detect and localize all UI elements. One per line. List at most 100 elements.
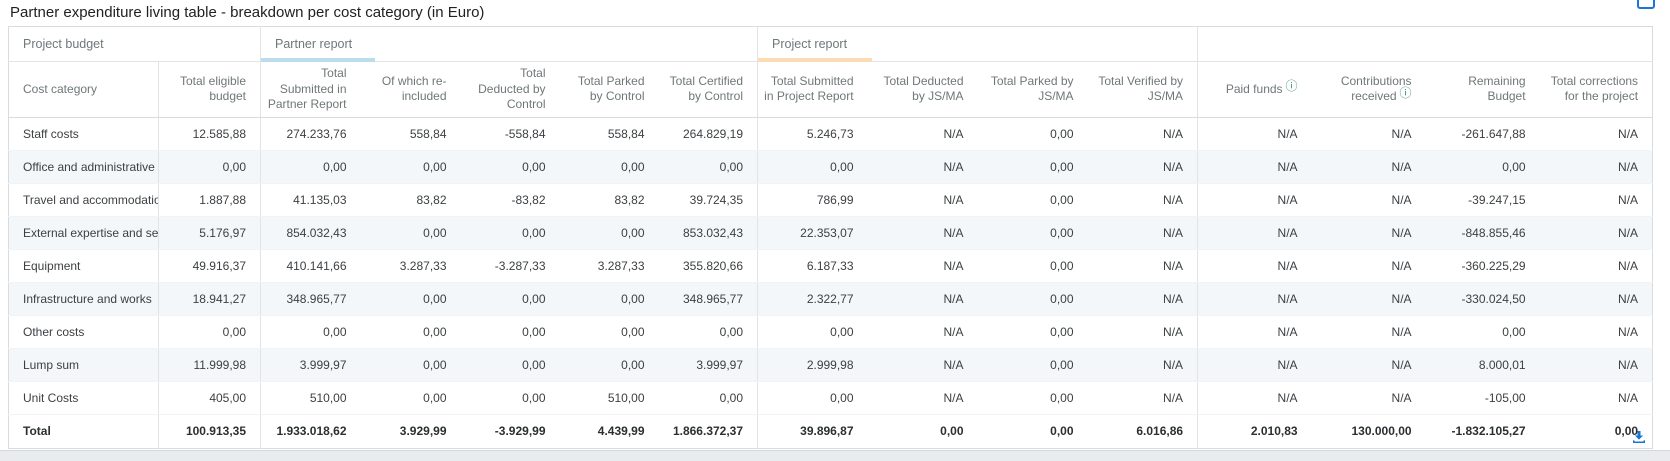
value-cell: 11.999,98: [158, 348, 262, 382]
value-cell: 510,00: [559, 381, 659, 415]
group-header-project-report: Project report: [757, 26, 1199, 62]
value-cell: 0,00: [757, 315, 868, 349]
value-cell: N/A: [1087, 315, 1199, 349]
group-label: Partner report: [275, 37, 353, 51]
value-cell: 39.896,87: [757, 413, 868, 449]
total-row: Total 100.913,35 1.933.018,62 3.929,99 -3.92…: [8, 413, 1653, 449]
cost-category-cell: Infrastructure and works: [8, 282, 159, 316]
value-cell: -105,00: [1425, 381, 1540, 415]
value-cell: 854.032,43: [260, 216, 361, 250]
value-cell: 0,00: [1425, 315, 1540, 349]
value-cell: N/A: [1539, 315, 1653, 349]
value-cell: 0,00: [360, 381, 461, 415]
column-header-total-certified-by-control: Total Certified by Control: [658, 61, 759, 118]
value-cell: 348.965,77: [260, 282, 361, 316]
value-cell: N/A: [1197, 117, 1312, 151]
table-row: Equipment 49.916,37 410.141,66 3.287,33 -3.2…: [8, 249, 1653, 283]
cost-category-cell: Total: [8, 413, 159, 449]
group-label: Project budget: [23, 37, 104, 51]
value-cell: 0,00: [977, 117, 1088, 151]
value-cell: 0,00: [559, 348, 659, 382]
value-cell: N/A: [1539, 117, 1653, 151]
value-cell: N/A: [867, 117, 978, 151]
expand-window-icon[interactable]: [1637, 0, 1655, 9]
value-cell: N/A: [1539, 249, 1653, 283]
info-icon[interactable]: ⓘ: [1399, 86, 1412, 101]
value-cell: N/A: [1087, 381, 1199, 415]
value-cell: 274.233,76: [260, 117, 361, 151]
value-cell: N/A: [867, 381, 978, 415]
column-header-total-deducted-by-control: Total Deducted by Control: [460, 61, 560, 118]
value-cell: N/A: [1539, 381, 1653, 415]
value-cell: -3.929,99: [460, 413, 560, 449]
value-cell: 83,82: [559, 183, 659, 217]
value-cell: 6.187,33: [757, 249, 868, 283]
value-cell: N/A: [1539, 282, 1653, 316]
value-cell: 0,00: [977, 315, 1088, 349]
value-cell: 0,00: [658, 315, 759, 349]
value-cell: N/A: [1311, 381, 1426, 415]
column-header-label: Cost category: [23, 81, 98, 96]
value-cell: N/A: [1087, 117, 1199, 151]
value-cell: N/A: [867, 150, 978, 184]
value-cell: 0,00: [460, 381, 560, 415]
value-cell: N/A: [867, 348, 978, 382]
value-cell: 0,00: [977, 249, 1088, 283]
value-cell: 3.929,99: [360, 413, 461, 449]
value-cell: 0,00: [658, 381, 759, 415]
value-cell: -558,84: [460, 117, 560, 151]
info-icon[interactable]: ⓘ: [1285, 78, 1298, 93]
value-cell: N/A: [1197, 216, 1312, 250]
value-cell: N/A: [1087, 216, 1199, 250]
table-row: Unit Costs 405,00 510,00 0,00 0,00 510,00 0,00…: [8, 381, 1653, 415]
value-cell: 0,00: [559, 282, 659, 316]
cost-category-cell: Other costs: [8, 315, 159, 349]
cost-category-cell: Lump sum: [8, 348, 159, 382]
value-cell: 2.999,98: [757, 348, 868, 382]
column-header-label: Remaining Budget: [1468, 73, 1526, 104]
value-cell: 0,00: [460, 216, 560, 250]
download-button[interactable]: [1627, 428, 1651, 448]
value-cell: 0,00: [559, 150, 659, 184]
horizontal-scrollbar[interactable]: [0, 450, 1670, 461]
value-cell: 0,00: [658, 150, 759, 184]
value-cell: N/A: [1197, 315, 1312, 349]
value-cell: 130.000,00: [1311, 413, 1426, 449]
value-cell: N/A: [1311, 117, 1426, 151]
expenditure-table: Project budget Partner report Project repo…: [8, 26, 1654, 449]
value-cell: 355.820,66: [658, 249, 759, 283]
value-cell: N/A: [867, 183, 978, 217]
value-cell: 853.032,43: [658, 216, 759, 250]
value-cell: N/A: [1539, 150, 1653, 184]
value-cell: 0,00: [977, 150, 1088, 184]
column-header-total-parked-by-control: Total Parked by Control: [559, 61, 659, 118]
cost-category-cell: Equipment: [8, 249, 159, 283]
column-header-total-verified-by-js-ma: Total Verified by JS/MA: [1087, 61, 1199, 118]
column-header-label: Total Submitted in Partner Report: [267, 66, 347, 112]
value-cell: 0,00: [460, 315, 560, 349]
value-cell: 2.322,77: [757, 282, 868, 316]
value-cell: 22.353,07: [757, 216, 868, 250]
value-cell: 0,00: [559, 216, 659, 250]
value-cell: 1.887,88: [158, 183, 262, 217]
value-cell: -330.024,50: [1425, 282, 1540, 316]
value-cell: 0,00: [460, 348, 560, 382]
table-row: Other costs 0,00 0,00 0,00 0,00 0,00 0,00 0,00 N…: [8, 315, 1653, 349]
column-header-paid-funds: Paid funds ⓘ: [1197, 61, 1312, 118]
value-cell: 0,00: [977, 282, 1088, 316]
value-cell: N/A: [1311, 282, 1426, 316]
value-cell: -261.647,88: [1425, 117, 1540, 151]
table-row: Infrastructure and works 18.941,27 348.965…: [8, 282, 1653, 316]
value-cell: 510,00: [260, 381, 361, 415]
column-header-label: Total Verified by JS/MA: [1098, 73, 1184, 104]
group-label: Project report: [772, 37, 848, 51]
value-cell: N/A: [867, 249, 978, 283]
value-cell: -39.247,15: [1425, 183, 1540, 217]
value-cell: N/A: [1311, 150, 1426, 184]
group-header-partner-report: Partner report: [260, 26, 759, 62]
value-cell: 3.999,97: [260, 348, 361, 382]
value-cell: 0,00: [158, 315, 262, 349]
cost-category-cell: Unit Costs: [8, 381, 159, 415]
value-cell: 3.287,33: [559, 249, 659, 283]
value-cell: 2.010,83: [1197, 413, 1312, 449]
